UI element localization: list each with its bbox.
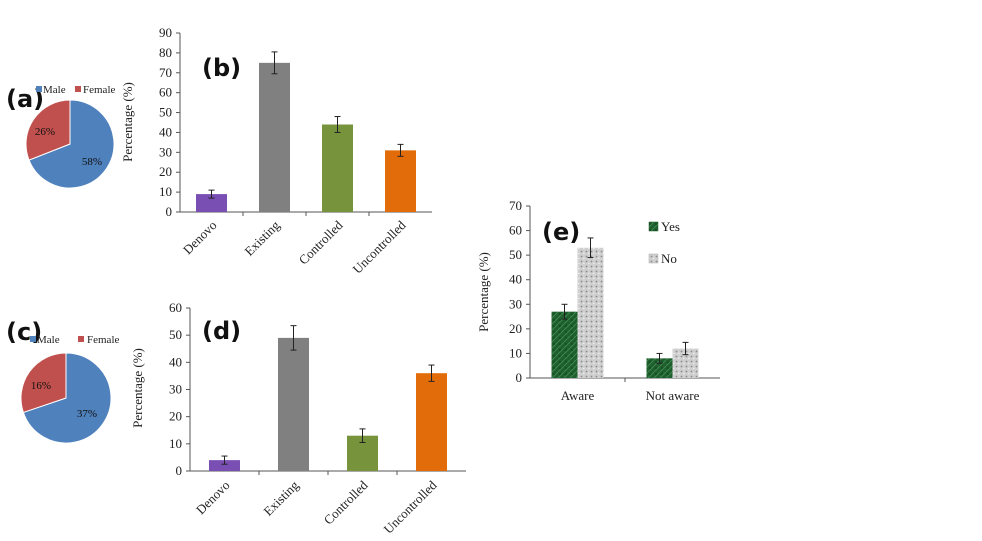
legend-label-no: No bbox=[661, 251, 677, 266]
error-bar bbox=[656, 352, 663, 364]
y-tick-label: 20 bbox=[159, 164, 172, 179]
panel-a: (a) Male Female 58%26% bbox=[6, 84, 115, 189]
y-tick-label: 0 bbox=[516, 370, 523, 385]
y-tick-label: 10 bbox=[159, 184, 172, 199]
y-tick-label: 60 bbox=[509, 223, 522, 238]
error-bar bbox=[682, 341, 689, 356]
legend-label-female: Female bbox=[83, 84, 115, 96]
bar-yes-aware bbox=[551, 311, 578, 378]
legend-label-male: Male bbox=[37, 334, 60, 346]
y-tick-label: 20 bbox=[169, 409, 182, 424]
x-tick-label: Uncontrolled bbox=[381, 477, 440, 536]
legend-swatch-male bbox=[36, 86, 42, 92]
error-bar-existing bbox=[271, 51, 278, 75]
panel-c: (c) Male Female 37% 16% bbox=[6, 318, 119, 444]
panel-d: (d) Percentage (%) 0 10 20 30 40 50 60 Denovo Ex… bbox=[130, 300, 466, 537]
y-tick-label: 0 bbox=[166, 204, 173, 219]
x-tick-label: Not aware bbox=[646, 388, 700, 403]
bar-no-aware bbox=[577, 247, 604, 378]
y-tick-label: 60 bbox=[159, 85, 172, 100]
pie-slice-male bbox=[28, 99, 115, 189]
legend-swatch-female bbox=[78, 336, 84, 342]
panel-label-b: (b) bbox=[202, 54, 241, 82]
panel-e: (e) Percentage (%) Yes No 0 10 20 30 40 50 60 7… bbox=[476, 198, 720, 403]
panel-label-c: (c) bbox=[6, 318, 42, 346]
y-tick-label: 20 bbox=[509, 321, 522, 336]
error-bar-denovo bbox=[208, 189, 215, 199]
y-tick-label: 50 bbox=[159, 105, 172, 120]
pie-slice-male bbox=[22, 352, 112, 444]
bar-denovo bbox=[209, 460, 240, 471]
y-tick-label: 40 bbox=[509, 272, 522, 287]
y-tick-label: 10 bbox=[169, 436, 182, 451]
bar-controlled bbox=[322, 124, 353, 212]
error-bar-controlled bbox=[359, 428, 366, 443]
y-tick-label: 40 bbox=[169, 354, 182, 369]
y-tick-label: 10 bbox=[509, 345, 522, 360]
error-bar bbox=[561, 303, 568, 320]
x-tick-label: Controlled bbox=[321, 477, 371, 527]
x-tick-label: Existing bbox=[241, 217, 283, 259]
y-tick-label: 70 bbox=[509, 198, 522, 213]
pie-label-male: 58% bbox=[82, 156, 102, 168]
pie-label-female: 16% bbox=[31, 380, 51, 392]
y-tick-label: 50 bbox=[169, 327, 182, 342]
x-tick-label: Controlled bbox=[296, 217, 346, 267]
y-tick-label: 30 bbox=[509, 296, 522, 311]
x-tick-label: Denovo bbox=[180, 218, 220, 258]
y-axis-label-e: Percentage (%) bbox=[476, 252, 491, 332]
pie-chart-a: 58% 26% bbox=[25, 99, 115, 189]
x-tick-label: Existing bbox=[260, 477, 302, 519]
panel-label-d: (d) bbox=[202, 317, 241, 345]
bar-denovo bbox=[196, 194, 227, 212]
y-tick-label: 80 bbox=[159, 45, 172, 60]
pie-label-male: 37% bbox=[77, 408, 97, 420]
legend-swatch-female bbox=[75, 86, 81, 92]
bar-existing bbox=[278, 337, 309, 471]
x-tick-label: Denovo bbox=[193, 478, 233, 518]
bar-yes-not-aware bbox=[646, 358, 673, 378]
y-tick-label: 60 bbox=[169, 300, 182, 315]
legend-label-male: Male bbox=[43, 84, 66, 96]
panel-label-e: (e) bbox=[542, 218, 580, 246]
x-tick-label: Aware bbox=[561, 388, 595, 403]
y-axis-label-b: Percentage (%) bbox=[120, 82, 135, 162]
y-tick-label: 50 bbox=[509, 247, 522, 262]
pie-chart-c: 37% 16% bbox=[20, 352, 112, 444]
error-bar-uncontrolled bbox=[397, 143, 404, 157]
x-tick-label: Uncontrolled bbox=[350, 217, 409, 276]
y-tick-label: 30 bbox=[159, 144, 172, 159]
pie-slice-female bbox=[20, 352, 67, 414]
legend-swatch-no bbox=[648, 253, 659, 264]
error-bar-denovo bbox=[221, 455, 228, 465]
y-tick-label: 0 bbox=[176, 463, 183, 478]
y-axis-label-d: Percentage (%) bbox=[130, 348, 145, 428]
bar-uncontrolled bbox=[416, 373, 447, 471]
y-tick-label: 30 bbox=[169, 382, 182, 397]
bar-existing bbox=[259, 62, 290, 213]
panel-b: (b) Percentage (%) 0 10 20 30 40 50 60 70 80 90 De… bbox=[120, 25, 432, 277]
y-tick-label: 70 bbox=[159, 65, 172, 80]
legend-label-female: Female bbox=[87, 334, 119, 346]
legend-swatch-male bbox=[30, 336, 36, 342]
pie-label-female: 26% bbox=[35, 126, 55, 138]
error-bar-existing bbox=[290, 325, 297, 351]
legend-label-yes: Yes bbox=[661, 219, 680, 234]
error-bar-controlled bbox=[334, 116, 341, 133]
error-bar-uncontrolled bbox=[428, 364, 435, 382]
error-bar bbox=[587, 237, 594, 259]
bar-uncontrolled bbox=[385, 150, 416, 212]
y-tick-label: 40 bbox=[159, 124, 172, 139]
legend-swatch-yes bbox=[648, 221, 659, 232]
pie-slice-female bbox=[25, 99, 71, 161]
y-tick-label: 90 bbox=[159, 25, 172, 40]
